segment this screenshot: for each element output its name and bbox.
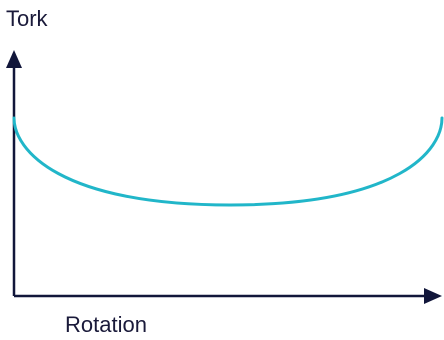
y-axis-label: Tork [6,6,48,31]
x-axis-arrow [424,288,442,304]
x-axis-label: Rotation [65,312,147,337]
y-axis-arrow [6,50,22,68]
series-line-tork [12,116,444,207]
